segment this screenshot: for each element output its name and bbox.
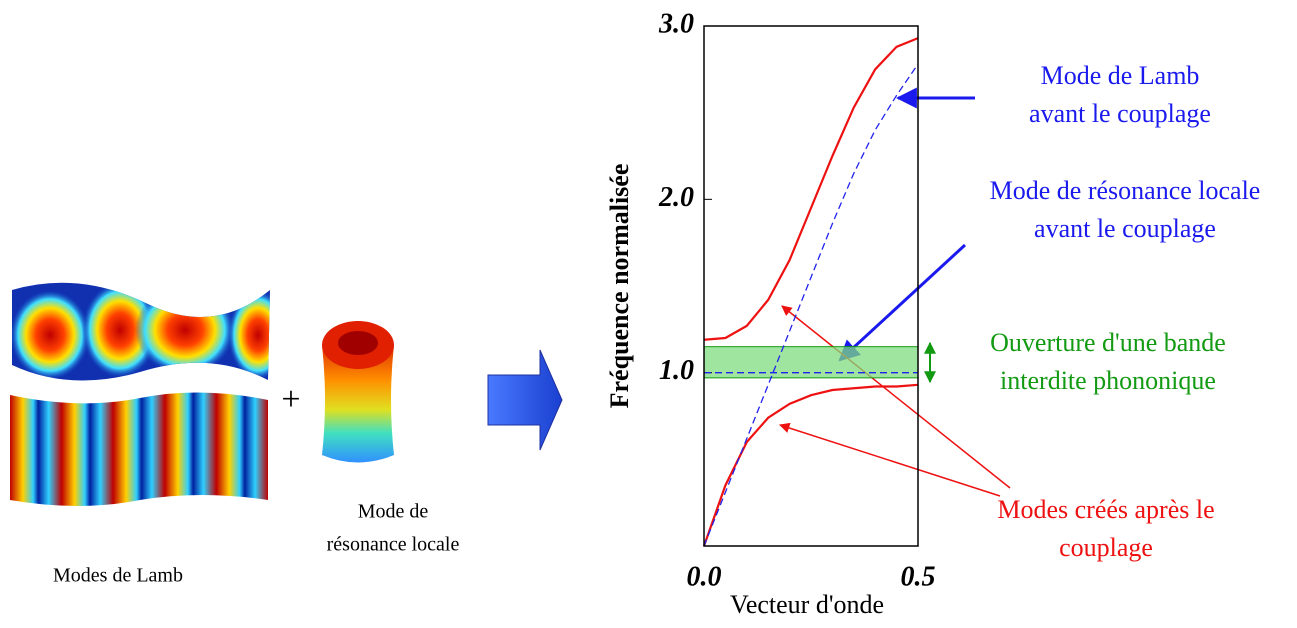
annotation: avant le couplage [1034, 214, 1216, 243]
big-arrow [487, 349, 563, 451]
annotation: Mode de résonance locale [990, 176, 1261, 205]
y-tick-label: 3.0 [658, 8, 694, 39]
series-line [703, 63, 919, 547]
y-tick-label: 2.0 [658, 182, 694, 213]
plot-frame [703, 25, 919, 547]
x-axis-label: Vecteur d'onde [730, 590, 884, 619]
x-tick-label: 0.5 [901, 561, 936, 592]
annotation: Mode de Lamb [1041, 61, 1200, 90]
lamb-mode-bottom [10, 392, 268, 506]
annotation: couplage [1059, 533, 1153, 562]
caption: Mode de [358, 501, 429, 523]
y-axis-label: Fréquence normalisée [605, 164, 634, 409]
series-line [703, 37, 919, 341]
annotation: Modes créés après le [997, 495, 1214, 524]
arrow [781, 305, 1011, 489]
series-line [702, 383, 919, 547]
annotation: Ouverture d'une bande [990, 328, 1226, 357]
arrow [838, 243, 967, 362]
annotation: interdite phononique [1000, 366, 1216, 395]
plus: + [281, 381, 300, 418]
x-tick-label: 0.0 [687, 561, 722, 592]
caption: résonance locale [327, 534, 460, 556]
caption: Modes de Lamb [53, 565, 183, 587]
annotation: avant le couplage [1029, 99, 1211, 128]
arrow [779, 422, 1001, 497]
y-tick-label: 1.0 [659, 355, 694, 386]
local-mode [322, 321, 394, 463]
lamb-mode-top [12, 282, 270, 381]
